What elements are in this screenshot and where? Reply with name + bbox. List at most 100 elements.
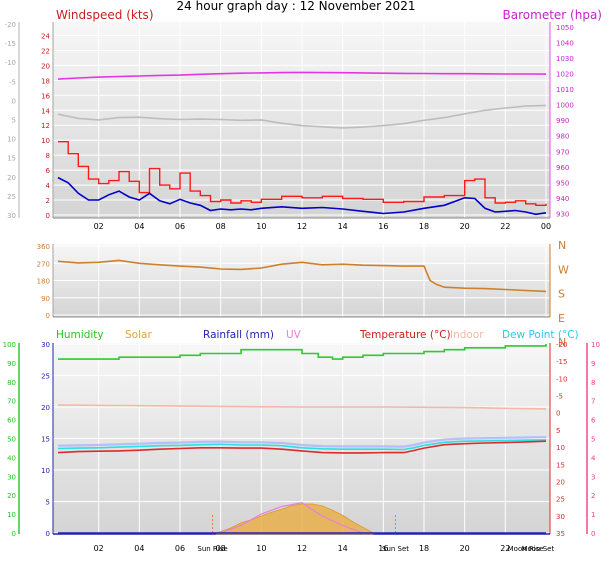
temperature-tick-label: 30: [556, 513, 565, 521]
humidity-tick-label: 70: [7, 398, 16, 406]
temp-panel-series: [57, 344, 547, 535]
hour-tick-label: 18: [419, 222, 429, 231]
temperature-tick-label: 15: [556, 461, 565, 469]
legend-label: Dew Point (°C): [502, 329, 579, 341]
temperature-tick-label: -5: [556, 393, 563, 401]
uv-tick-label: 9: [591, 360, 595, 368]
hour-tick-label: 10: [256, 222, 266, 231]
rainfall-tick-label: 20: [41, 404, 50, 412]
compass-point-label: S: [558, 288, 565, 301]
hour-tick-label: 04: [134, 222, 144, 231]
direction-tick-label: 0: [46, 312, 50, 320]
wind-panel-series: [57, 71, 547, 216]
barometer-line: [57, 71, 547, 80]
uv-line: [220, 502, 364, 534]
humidity-tick-label: 60: [7, 417, 16, 425]
wind-tick-label: 24: [41, 32, 50, 40]
direction-tick-label: 180: [37, 278, 50, 286]
rainfall-tick-label: 10: [41, 467, 50, 475]
direction-tick-label: 270: [37, 260, 50, 268]
sun-moon-event-label: Moon Rise: [508, 545, 544, 553]
hour-tick-label: 20: [460, 222, 470, 231]
outer-left-tick-label: 10: [7, 136, 16, 144]
hour-tick-label: 16: [378, 222, 388, 231]
hour-tick-label: 08: [216, 222, 226, 231]
barometer-tick-label: 990: [556, 117, 569, 125]
hour-tick-label: 04: [134, 544, 144, 553]
hour-tick-label: 06: [175, 544, 185, 553]
temperature-tick-label: 0: [556, 410, 560, 418]
dewpoint-spread-line: [57, 436, 547, 448]
compass-point-label: N: [558, 336, 566, 349]
hour-tick-label: 10: [256, 544, 266, 553]
wind-tick-label: 8: [46, 152, 50, 160]
temperature-tick-label: 10: [556, 444, 565, 452]
uv-tick-label: 3: [591, 473, 595, 481]
dewpoint-line: [57, 439, 547, 451]
temperature-tick-label: -10: [556, 375, 567, 383]
wind-barometer-panel: 242220181614121086420302520151050-5-10-1…: [5, 8, 602, 231]
rainfall-tick-label: 30: [41, 341, 50, 349]
uv-tick-label: 2: [591, 492, 595, 500]
humidity-tick-label: 0: [12, 530, 16, 538]
temperature-tick-label: -15: [556, 358, 567, 366]
compass-point-label: E: [558, 312, 565, 325]
humidity-tick-label: 50: [7, 436, 16, 444]
humidity-tick-label: 80: [7, 379, 16, 387]
grey-trace-line: [57, 104, 547, 129]
barometer-tick-label: 1050: [556, 24, 574, 32]
uv-tick-label: 8: [591, 379, 595, 387]
solar-area: [216, 503, 374, 535]
compass-point-label: N: [558, 239, 566, 252]
rainfall-tick-label: 0: [46, 530, 50, 538]
temperature-humidity-panel: 3025201510501009080706050403020100109876…: [3, 329, 600, 553]
hour-tick-label: 08: [216, 544, 226, 553]
temperature-tick-label: 25: [556, 496, 565, 504]
uv-tick-label: 1: [591, 511, 595, 519]
page-title: 24 hour graph day : 12 November 2021: [177, 0, 416, 13]
direction-tick-label: 90: [41, 295, 50, 303]
barometer-tick-label: 940: [556, 195, 569, 203]
outer-left-tick-label: 5: [12, 117, 16, 125]
rainfall-tick-label: 15: [41, 436, 50, 444]
wind-tick-label: 16: [41, 92, 50, 100]
barometer-tick-label: 1000: [556, 102, 574, 110]
rainfall-tick-label: 25: [41, 373, 50, 381]
legend-label: Temperature (°C): [359, 329, 451, 341]
wind-tick-label: 18: [41, 77, 50, 85]
wind-panel-ticks: 242220181614121086420302520151050-5-10-1…: [5, 21, 574, 231]
wind-tick-label: 22: [41, 47, 50, 55]
temperature-tick-label: 5: [556, 427, 560, 435]
humidity-tick-label: 10: [7, 511, 16, 519]
temperature-line: [57, 440, 547, 454]
wind-tick-label: 14: [41, 107, 50, 115]
wind-tick-label: 2: [46, 197, 50, 205]
legend-label: UV: [286, 329, 302, 341]
hour-tick-label: 14: [338, 544, 348, 553]
hour-tick-label: 00: [541, 222, 551, 231]
temperature-tick-label: 20: [556, 478, 565, 486]
uv-tick-label: 0: [591, 530, 595, 538]
sun-moon-event-label: Moon Set: [521, 545, 554, 553]
legend-label: Rainfall (mm): [203, 329, 274, 341]
hour-tick-label: 22: [500, 544, 510, 553]
temperature-tick-label: 35: [556, 530, 565, 538]
legend-label: Solar: [125, 329, 152, 341]
humidity-tick-label: 40: [7, 454, 16, 462]
indoor-line: [57, 404, 547, 410]
sun-moon-event-label: Sun Set: [382, 545, 409, 553]
barometer-tick-label: 1020: [556, 71, 574, 79]
hour-tick-label: 06: [175, 222, 185, 231]
hour-tick-label: 14: [338, 222, 348, 231]
barometer-tick-label: 1010: [556, 86, 574, 94]
hour-tick-label: 02: [94, 222, 104, 231]
outer-left-tick-label: -20: [5, 21, 16, 29]
outer-left-tick-label: 0: [12, 97, 16, 105]
outer-left-tick-label: -15: [5, 40, 16, 48]
barometer-axis-label: Barometer (hpa): [503, 8, 602, 22]
uv-tick-label: 6: [591, 417, 596, 425]
outer-left-tick-label: 20: [7, 174, 16, 182]
